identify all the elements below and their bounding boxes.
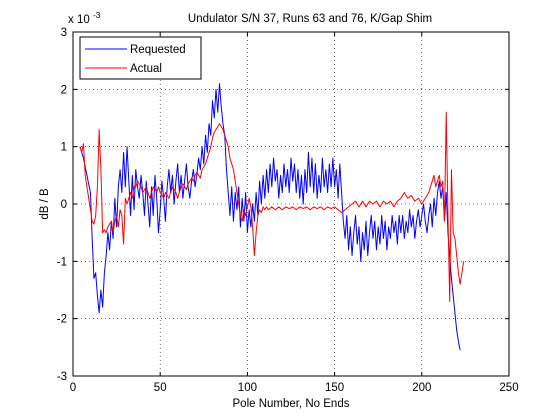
x-tick-label: 200 bbox=[412, 382, 431, 394]
legend-label-requested: Requested bbox=[130, 44, 186, 56]
x-tick-label: 150 bbox=[325, 382, 344, 394]
y-tick-label: -1 bbox=[57, 256, 67, 268]
y-tick-label: -2 bbox=[57, 314, 67, 326]
ticks: 0 50 100 150 200 250 -3 -2 -1 0 1 2 3 bbox=[57, 27, 519, 394]
x-tick-label: 0 bbox=[70, 382, 76, 394]
y-tick-label: 0 bbox=[61, 199, 67, 211]
series-line-requested bbox=[79, 83, 461, 351]
chart-title: Undulator S/N 37, Runs 63 and 76, K/Gap … bbox=[188, 13, 432, 25]
y-tick-label: 1 bbox=[61, 142, 67, 154]
y-tick-label: -3 bbox=[57, 371, 67, 383]
legend-label-actual: Actual bbox=[130, 63, 162, 75]
y-tick-label: 2 bbox=[61, 84, 67, 96]
y-tick-label: 3 bbox=[61, 27, 67, 39]
x-tick-label: 250 bbox=[499, 382, 518, 394]
x-axis-label: Pole Number, No Ends bbox=[233, 398, 350, 410]
x-tick-label: 50 bbox=[154, 382, 167, 394]
y-multiplier-exponent: -3 bbox=[93, 10, 101, 20]
y-multiplier-base: x 10 bbox=[68, 14, 90, 26]
legend: Requested Actual bbox=[79, 36, 202, 80]
x-tick-label: 100 bbox=[238, 382, 257, 394]
y-axis-label: dB / B bbox=[39, 188, 51, 220]
legend-box bbox=[79, 36, 202, 80]
y-multiplier: x 10 -3 bbox=[68, 10, 101, 26]
series-layer bbox=[79, 83, 465, 351]
series-line-actual bbox=[79, 111, 465, 302]
